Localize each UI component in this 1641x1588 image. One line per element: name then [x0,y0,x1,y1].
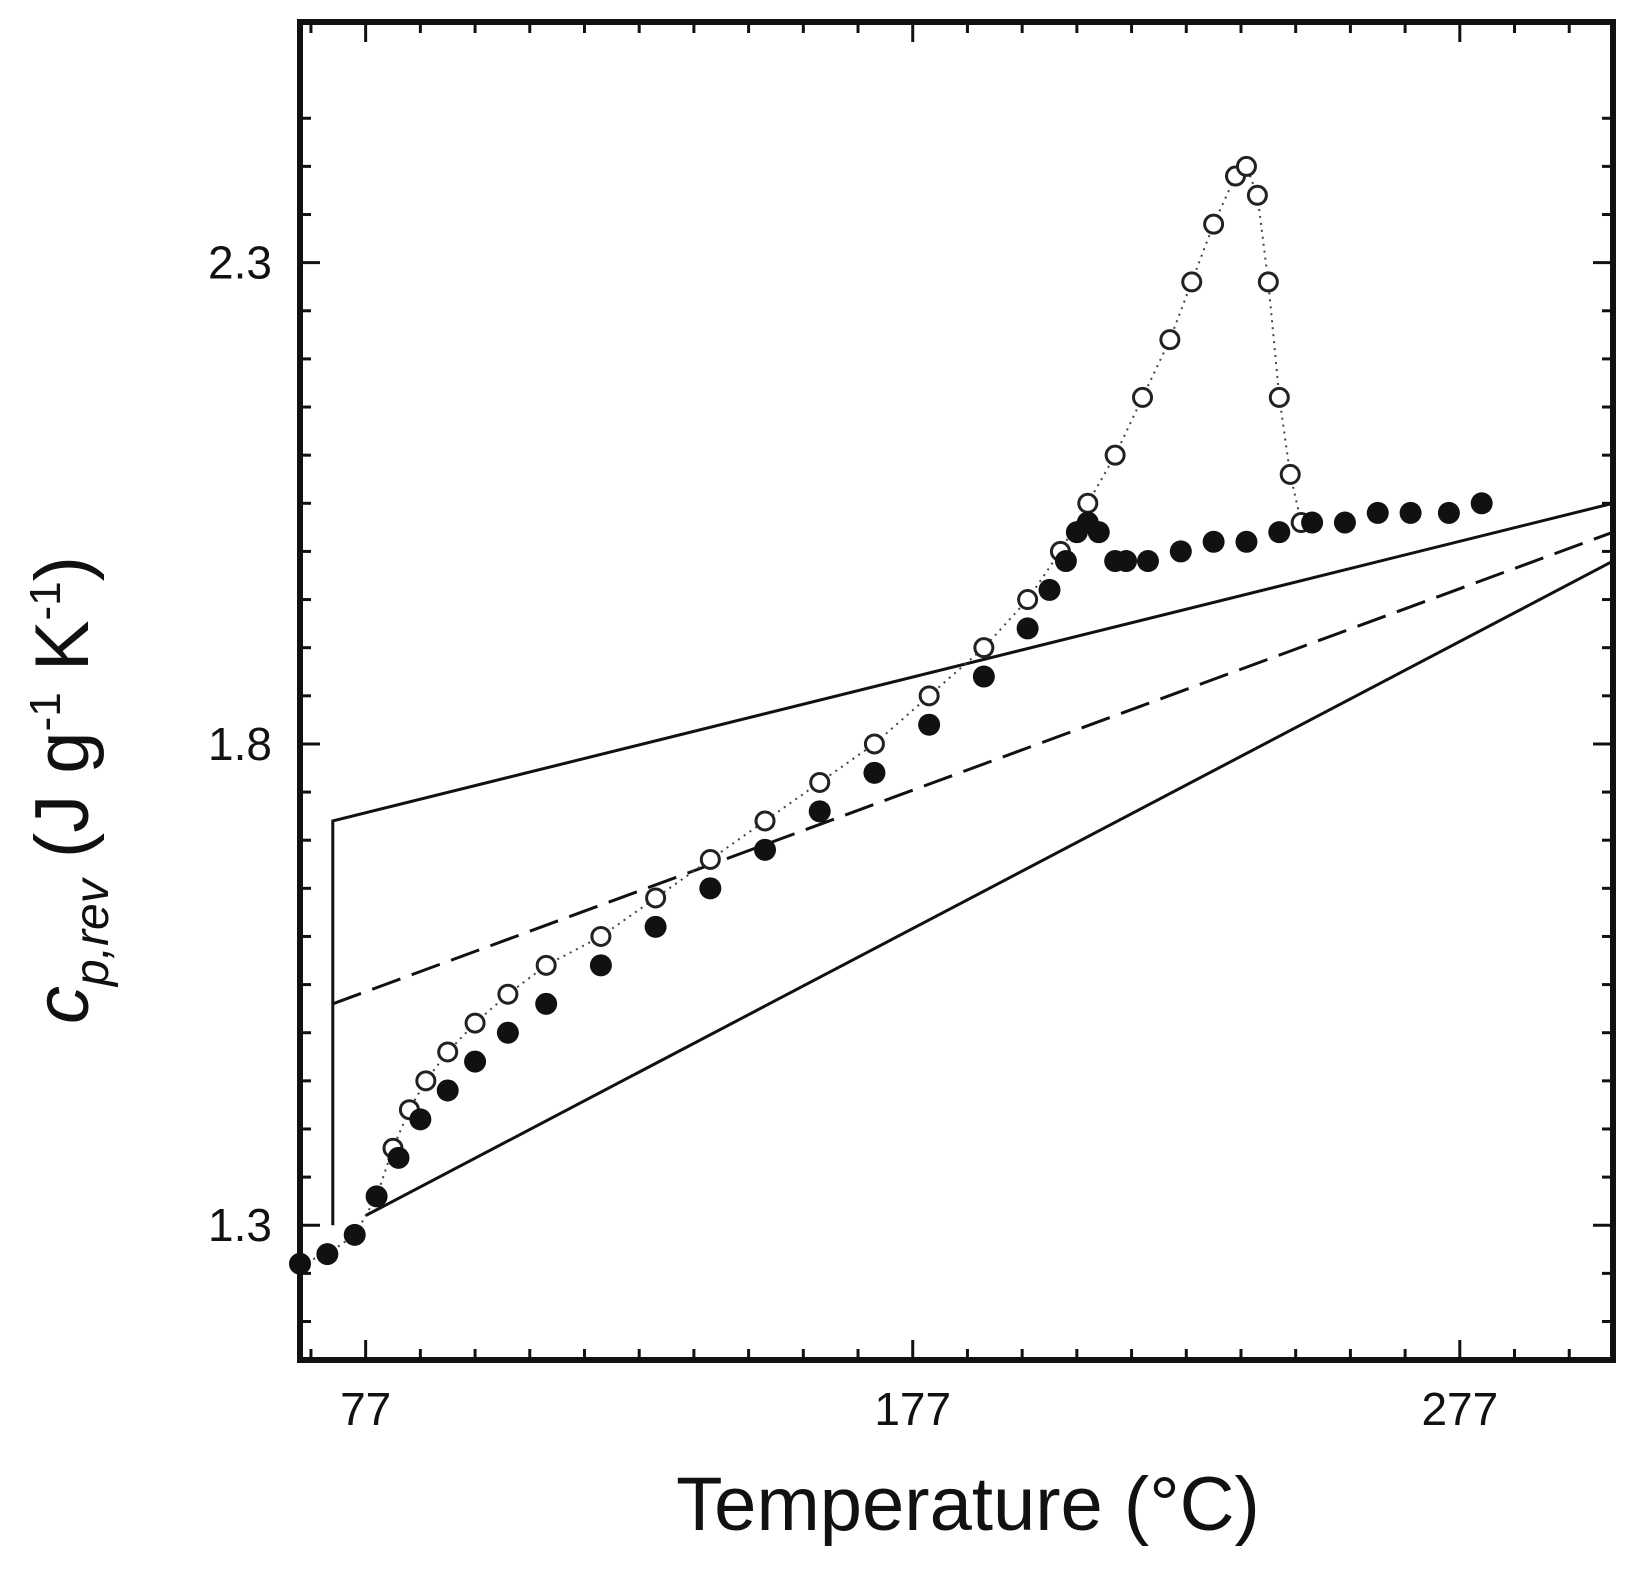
y-tick-label: 1.8 [208,718,272,770]
x-tick-labels: 77 177 277 [340,1383,1498,1435]
open-data-point [1279,463,1301,485]
open-data-point [590,925,612,947]
filled-data-point [1399,501,1422,524]
filled-data-point [436,1079,459,1102]
filled-data-point [289,1252,311,1275]
filled-data-point [365,1185,388,1208]
filled-data-point [918,713,941,736]
filled-data-point [464,1050,487,1073]
filled-data-point [1235,530,1258,553]
svg-text:cp,rev (J g-1 K-1): cp,rev (J g-1 K-1) [20,556,119,1024]
filled-data-point [409,1108,432,1131]
open-data-point [699,848,721,870]
filled-data-point [1054,550,1077,573]
open-data-point [497,983,519,1005]
open-data-point [645,887,667,909]
solid-reference-line [331,501,1614,1226]
filled-data-point [1470,492,1493,515]
open-data-point [1257,271,1279,293]
filled-data-point [1169,540,1192,563]
open-data-point [437,1041,459,1063]
open-data-point [535,954,557,976]
dashed-reference-line [332,530,1614,1006]
open-data-point [1246,184,1268,206]
filled-data-point [1366,501,1389,524]
y-axis-title-exp1: -1 [21,692,70,731]
y-axis-title-sub: p,rev [66,876,119,988]
filled-data-point [644,915,667,938]
open-data-point [1268,386,1290,408]
open-data-point [863,733,885,755]
open-data-point [1104,444,1126,466]
axis-ticks [300,22,1613,1360]
filled-data-point [343,1223,366,1246]
open-data-point [918,685,940,707]
y-axis-title-close: ) [20,556,105,581]
filled-data-point [754,838,777,861]
open-data-point [1077,492,1099,514]
plot-frame [297,19,1616,1363]
y-tick-label: 2.3 [208,237,272,289]
filled-data-point [496,1021,519,1044]
filled-data-point [1016,617,1039,640]
y-tick-labels: 1.3 1.8 2.3 [208,237,272,1252]
open-data-point [1017,589,1039,611]
open-data-point [973,637,995,659]
filled-data-point [1136,550,1159,573]
open-data-point [1181,271,1203,293]
y-axis-title-units: (J g [20,731,105,879]
x-tick-label: 77 [340,1383,391,1435]
x-tick-label: 277 [1421,1383,1498,1435]
y-axis-title-exp2: -1 [21,581,70,620]
filled-data-point [316,1243,339,1266]
open-data-point [1203,213,1225,235]
filled-data-point [1333,511,1356,534]
open-data-point [415,1070,437,1092]
filled-data-point [808,800,831,823]
filled-data-point [1202,530,1225,553]
filled-data-point [1087,521,1110,544]
open-data-point [1159,329,1181,351]
open-data-point [1235,155,1257,177]
open-data-point [754,810,776,832]
solid-reference-line [364,559,1614,1217]
filled-data-point [387,1146,410,1169]
filled-data-point [589,954,612,977]
y-axis-title-mid: K [20,620,105,692]
open-data-point [809,771,831,793]
reference-lines [331,501,1614,1226]
data-series [289,155,1493,1275]
y-axis-title-main: c [20,986,105,1024]
filled-data-point [1038,578,1061,601]
filled-data-point [699,877,722,900]
filled-data-point [1268,521,1291,544]
filled-data-point [1437,501,1460,524]
open-data-point [464,1012,486,1034]
open-data-point [1132,386,1154,408]
open-series-connector [299,164,1303,1265]
x-tick-label: 177 [874,1383,951,1435]
y-tick-label: 1.3 [208,1199,272,1251]
filled-data-point [863,761,886,784]
filled-data-point [972,665,995,688]
x-axis-title: Temperature (°C) [676,1462,1260,1547]
y-axis-title: cp,rev (J g-1 K-1) [20,556,119,1024]
filled-data-point [535,992,558,1015]
filled-data-point [1115,550,1138,573]
filled-data-point [1301,511,1324,534]
